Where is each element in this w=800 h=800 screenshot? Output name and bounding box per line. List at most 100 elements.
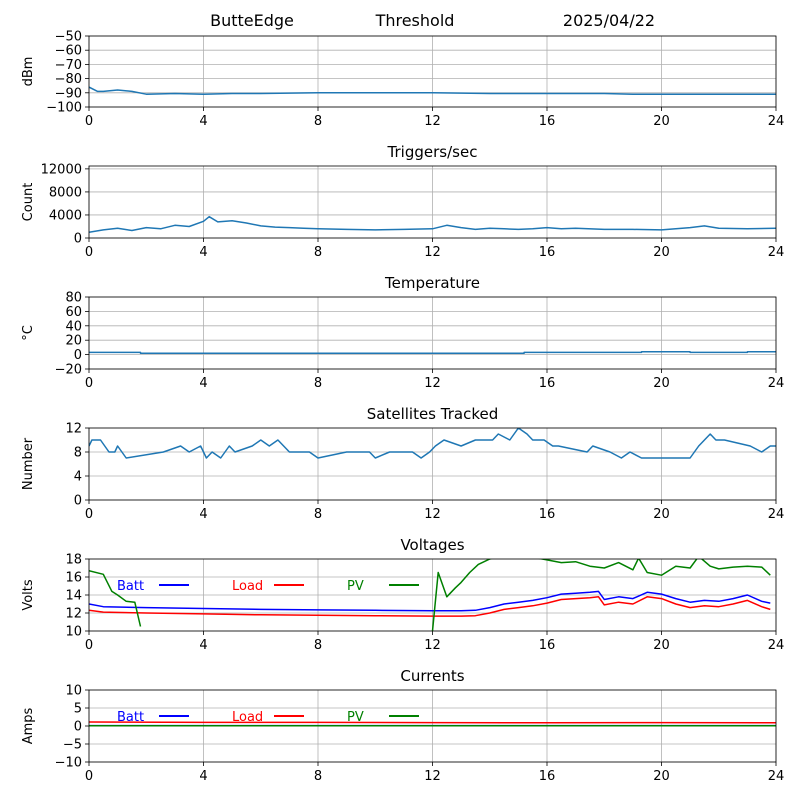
- y-axis-label: Count: [21, 183, 36, 222]
- x-tick-label: 12: [424, 114, 441, 129]
- y-tick-label: 16: [65, 571, 82, 586]
- legend-label: Load: [232, 710, 263, 725]
- y-axis-label: Volts: [21, 579, 36, 611]
- x-tick-label: 24: [768, 114, 785, 129]
- panel-6: 0 4 8 12 16 20 24 −10 −5 0 5 10 Currents Amps Batt Load…: [21, 667, 784, 784]
- series-group: [89, 559, 771, 631]
- x-tick-label: 16: [539, 769, 556, 784]
- legend-label: Batt: [117, 579, 144, 594]
- x-tick-label: 20: [653, 769, 670, 784]
- y-tick-label: 0: [74, 720, 82, 735]
- y-tick-label: −60: [55, 44, 82, 59]
- y-tick-label: 10: [65, 625, 82, 640]
- series-line-batt: [89, 590, 771, 612]
- panel-1: 0 4 8 12 16 20 24 −100−90−80−70−60−50 dBm: [21, 30, 784, 130]
- series-group: [89, 428, 776, 459]
- x-tick-label: 8: [314, 114, 322, 129]
- y-tick-label: 4000: [49, 208, 82, 223]
- series-line-load: [89, 721, 776, 724]
- y-tick-label: 12: [65, 607, 82, 622]
- panel-title: Voltages: [400, 536, 464, 554]
- panel-title: Temperature: [384, 274, 480, 292]
- x-tick-label: 20: [653, 376, 670, 391]
- x-tick-label: 20: [653, 638, 670, 653]
- x-tick-label: 12: [424, 376, 441, 391]
- x-tick-label: 16: [539, 507, 556, 522]
- x-tick-label: 16: [539, 638, 556, 653]
- y-tick-label: 12: [65, 422, 82, 437]
- x-tick-label: 12: [424, 769, 441, 784]
- x-tick-label: 4: [199, 376, 207, 391]
- legend: Batt Load PV: [117, 579, 419, 594]
- legend-label: Load: [232, 579, 263, 594]
- x-tick-label: 12: [424, 245, 441, 260]
- header-station: ButteEdge: [210, 11, 294, 30]
- figure-header: ButteEdge Threshold 2025/04/22: [210, 11, 655, 30]
- y-tick-label: −90: [55, 86, 82, 101]
- x-tick-label: 20: [653, 114, 670, 129]
- y-tick-label: 0: [74, 494, 82, 509]
- x-tick-label: 24: [768, 245, 785, 260]
- y-axis-label: dBm: [21, 57, 36, 87]
- panel-title: Triggers/sec: [387, 143, 478, 161]
- y-tick-label: 60: [65, 305, 82, 320]
- legend-label: PV: [347, 579, 364, 594]
- x-tick-label: 0: [85, 507, 93, 522]
- x-tick-label: 4: [199, 507, 207, 522]
- x-tick-label: 8: [314, 245, 322, 260]
- x-tick-label: 0: [85, 376, 93, 391]
- y-axis-label: Amps: [21, 707, 36, 744]
- x-tick-label: 24: [768, 507, 785, 522]
- y-tick-label: 4: [74, 470, 82, 485]
- header-label: Threshold: [375, 11, 455, 30]
- x-tick-label: 4: [199, 769, 207, 784]
- x-tick-label: 12: [424, 507, 441, 522]
- y-tick-label: −50: [55, 30, 82, 45]
- x-tick-label: 8: [314, 638, 322, 653]
- y-tick-label: −100: [46, 101, 82, 116]
- x-tick-label: 4: [199, 638, 207, 653]
- legend-label: PV: [347, 710, 364, 725]
- y-tick-label: 8000: [49, 185, 82, 200]
- y-tick-label: 80: [65, 291, 82, 306]
- y-axis-label: °C: [21, 325, 36, 341]
- series-group: [89, 350, 776, 354]
- header-date: 2025/04/22: [563, 11, 655, 30]
- panel-5: 0 4 8 12 16 20 24 10 12 14 16 18 Voltages Volts Batt Lo…: [21, 536, 784, 653]
- x-tick-label: 16: [539, 376, 556, 391]
- y-tick-label: 10: [65, 684, 82, 699]
- y-tick-label: −10: [55, 756, 82, 771]
- x-tick-label: 24: [768, 376, 785, 391]
- y-tick-label: −80: [55, 72, 82, 87]
- series-group: [89, 215, 776, 233]
- legend: Batt Load PV: [117, 710, 419, 725]
- y-tick-label: 8: [74, 446, 82, 461]
- panel-title: Currents: [400, 667, 464, 685]
- y-tick-label: 12000: [41, 162, 82, 177]
- series-line-pv: [89, 559, 771, 631]
- x-tick-label: 8: [314, 507, 322, 522]
- x-tick-label: 0: [85, 114, 93, 129]
- x-tick-label: 8: [314, 376, 322, 391]
- x-tick-label: 20: [653, 507, 670, 522]
- x-tick-label: 16: [539, 245, 556, 260]
- series-line-load: [89, 596, 771, 617]
- y-tick-label: 5: [74, 702, 82, 717]
- panel-title: Satellites Tracked: [367, 405, 498, 423]
- series-line: [89, 215, 776, 233]
- y-tick-label: −70: [55, 58, 82, 73]
- y-tick-label: 40: [65, 319, 82, 334]
- series-group: [89, 721, 776, 727]
- y-tick-label: 14: [65, 589, 82, 604]
- x-tick-label: 8: [314, 769, 322, 784]
- x-tick-label: 0: [85, 638, 93, 653]
- x-tick-label: 0: [85, 769, 93, 784]
- panel-4: 0 4 8 12 16 20 24 0 4 8 12 Satellites Tracked Number: [21, 405, 784, 522]
- y-axis-label: Number: [21, 437, 36, 490]
- series-group: [89, 86, 776, 95]
- x-tick-label: 24: [768, 769, 785, 784]
- x-tick-label: 4: [199, 114, 207, 129]
- series-line: [89, 428, 776, 459]
